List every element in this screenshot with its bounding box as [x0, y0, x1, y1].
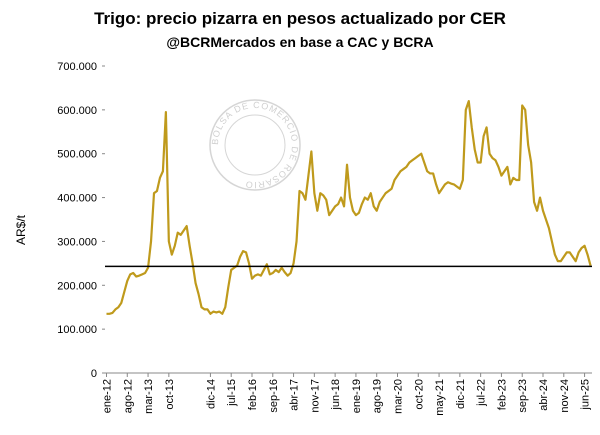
- y-tick-label: 700.000: [57, 61, 97, 73]
- x-tick-label: jun-18: [330, 379, 342, 411]
- watermark: BOLSA DE COMERCIO DE ROSARIO: [209, 99, 301, 191]
- data-line: [106, 99, 592, 315]
- x-tick-label: ago-12: [122, 379, 134, 413]
- y-tick-label: 400.000: [57, 193, 97, 205]
- y-axis-label: AR$/t: [14, 214, 28, 245]
- x-tick-label: jun-25: [580, 379, 592, 411]
- y-tick-label: 0: [91, 368, 97, 380]
- seal-inner: [224, 114, 286, 176]
- x-tick-label: nov-24: [559, 379, 571, 413]
- x-tick-label: may-21: [434, 379, 446, 416]
- x-tick-label: sep-16: [268, 379, 280, 413]
- x-tick-label: dic-14: [205, 379, 217, 409]
- x-tick-label: jul-22: [476, 379, 488, 407]
- chart-subtitle: @BCRMercados en base a CAC y BCRA: [166, 34, 433, 50]
- y-tick-label: 300.000: [57, 236, 97, 248]
- seal-ring: [209, 99, 301, 191]
- chart-title: Trigo: precio pizarra en pesos actualiza…: [94, 9, 506, 28]
- y-tick-label: 600.000: [57, 105, 97, 117]
- x-tick-label: abr-17: [289, 379, 301, 411]
- x-tick-label: nov-17: [309, 379, 321, 413]
- y-tick-label: 500.000: [57, 149, 97, 161]
- x-tick-label: ene-19: [351, 379, 363, 413]
- x-tick-label: ago-19: [372, 379, 384, 413]
- x-tick-label: sep-23: [517, 379, 529, 413]
- x-tick-label: mar-13: [143, 379, 155, 414]
- y-tick-label: 200.000: [57, 280, 97, 292]
- x-tick-label: dic-21: [455, 379, 467, 409]
- x-tick-label: oct-20: [413, 379, 425, 410]
- x-tick-label: abr-24: [538, 379, 550, 411]
- x-tick-label: mar-20: [392, 379, 404, 414]
- x-tick-label: oct-13: [164, 379, 176, 410]
- y-tick-label: 100.000: [57, 324, 97, 336]
- x-tick-label: feb-23: [496, 379, 508, 410]
- x-tick-label: ene-12: [101, 379, 113, 413]
- x-tick-label: feb-16: [247, 379, 259, 410]
- x-tick-label: jul-15: [226, 379, 238, 407]
